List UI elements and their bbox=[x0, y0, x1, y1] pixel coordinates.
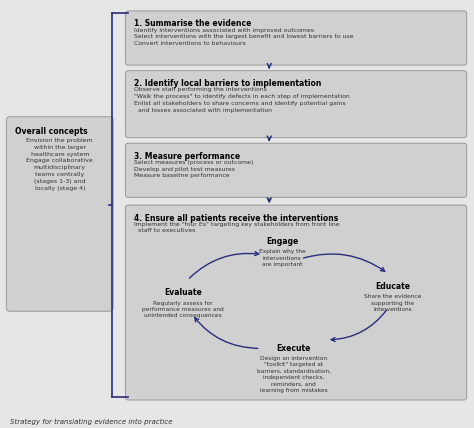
Text: Overall concepts: Overall concepts bbox=[15, 127, 88, 136]
Text: Implement the "four Es" targeting key stakeholders from front line
  staff to ex: Implement the "four Es" targeting key st… bbox=[134, 222, 339, 234]
Text: Regularly assess for
performance measures and
unintended consequences: Regularly assess for performance measure… bbox=[142, 300, 224, 318]
Text: 1. Summarise the evidence: 1. Summarise the evidence bbox=[134, 19, 251, 29]
FancyBboxPatch shape bbox=[126, 205, 467, 400]
Text: Identify interventions associated with improved outcomes
Select interventions wi: Identify interventions associated with i… bbox=[134, 27, 354, 46]
Text: Observe staff performing the interventions
"Walk the process" to identify defect: Observe staff performing the interventio… bbox=[134, 87, 350, 113]
Text: Share the evidence
supporting the
interventions: Share the evidence supporting the interv… bbox=[365, 294, 422, 312]
FancyBboxPatch shape bbox=[6, 117, 113, 311]
Text: Educate: Educate bbox=[375, 282, 410, 291]
Text: Design an intervention
"toolkit" targeted at
barriers, standardisation,
independ: Design an intervention "toolkit" targete… bbox=[257, 356, 331, 393]
Text: Evaluate: Evaluate bbox=[164, 288, 201, 297]
FancyBboxPatch shape bbox=[126, 143, 467, 197]
Text: Execute: Execute bbox=[276, 344, 311, 353]
Text: Engage: Engage bbox=[266, 237, 298, 246]
Text: 4. Ensure all patients receive the interventions: 4. Ensure all patients receive the inter… bbox=[134, 214, 338, 223]
Text: Select measures (process or outcome)
Develop and pilot test measures
Measure bas: Select measures (process or outcome) Dev… bbox=[134, 160, 253, 178]
Text: Envision the problem
within the larger
healthcare system
Engage collaborative
mu: Envision the problem within the larger h… bbox=[27, 138, 93, 190]
Text: 3. Measure performance: 3. Measure performance bbox=[134, 152, 240, 161]
FancyBboxPatch shape bbox=[126, 11, 467, 65]
Text: Explain why the
interventions
are important: Explain why the interventions are import… bbox=[258, 250, 305, 267]
FancyBboxPatch shape bbox=[126, 71, 467, 138]
Text: Strategy for translating evidence into practice: Strategy for translating evidence into p… bbox=[10, 419, 173, 425]
Text: 2. Identify local barriers to implementation: 2. Identify local barriers to implementa… bbox=[134, 79, 321, 88]
